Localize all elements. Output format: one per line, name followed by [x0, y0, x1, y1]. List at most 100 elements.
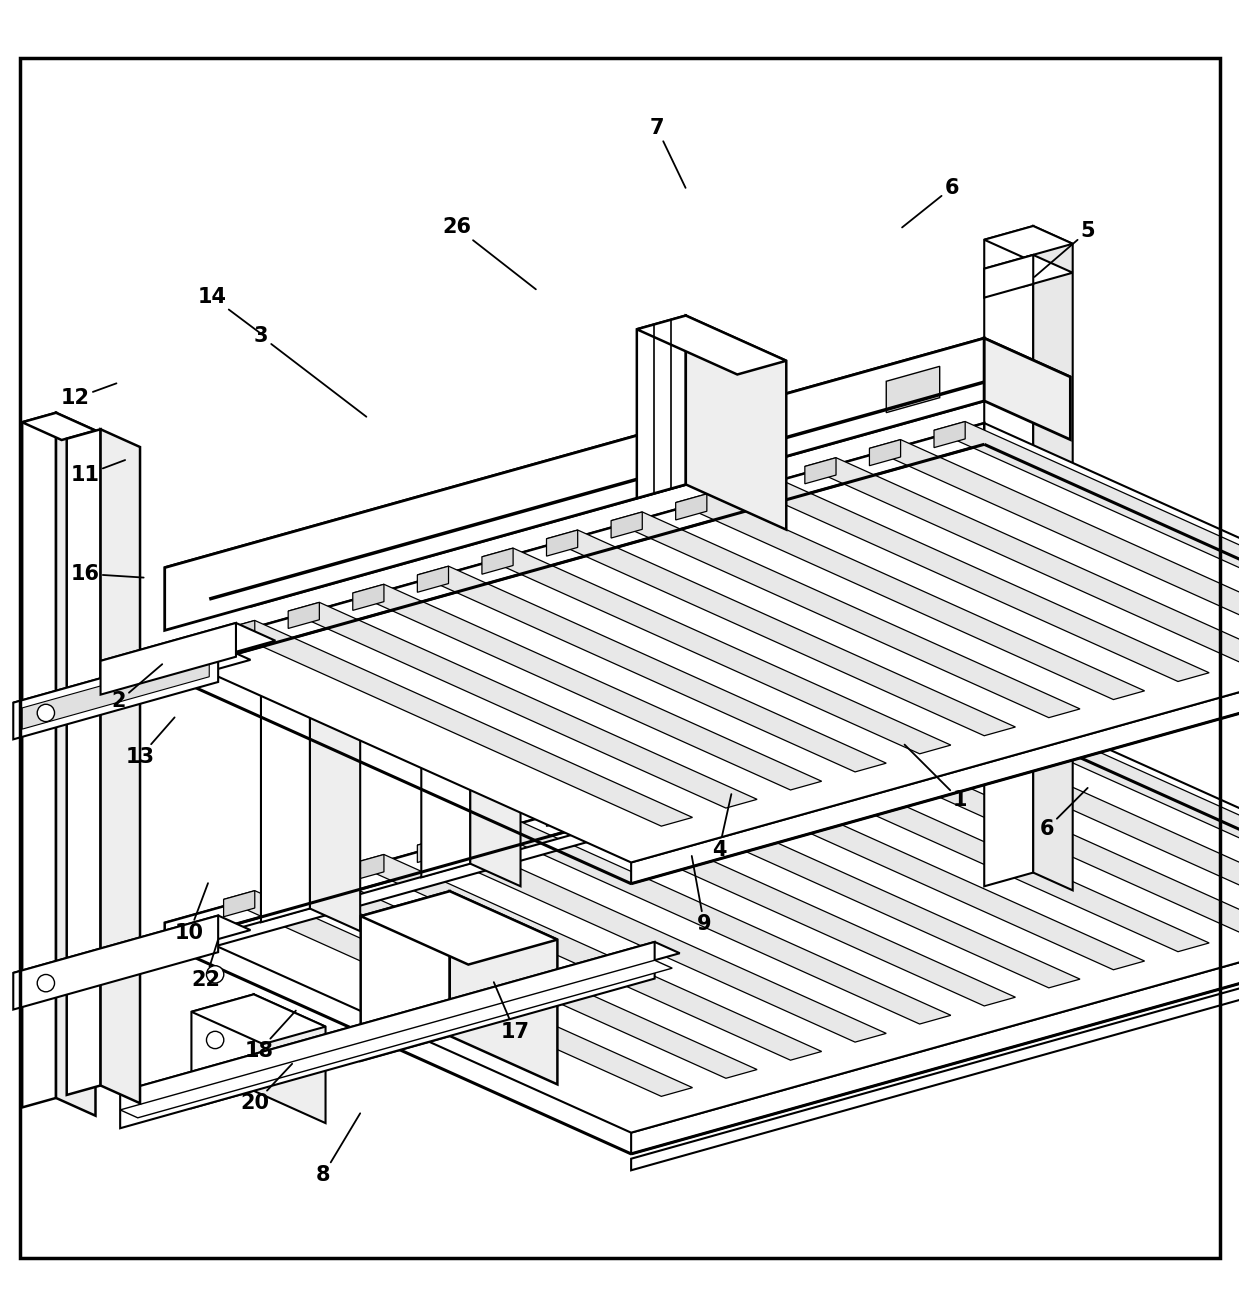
Polygon shape	[288, 873, 320, 899]
Polygon shape	[547, 800, 578, 826]
Text: 20: 20	[241, 1063, 293, 1113]
Text: 16: 16	[71, 563, 144, 584]
Polygon shape	[631, 903, 1240, 1154]
Polygon shape	[191, 995, 254, 1108]
Polygon shape	[985, 226, 1073, 258]
Polygon shape	[191, 995, 326, 1044]
Polygon shape	[740, 746, 771, 772]
Polygon shape	[470, 594, 521, 886]
Polygon shape	[631, 633, 1240, 883]
Polygon shape	[482, 819, 951, 1024]
Polygon shape	[805, 458, 1240, 663]
Polygon shape	[686, 316, 786, 529]
Polygon shape	[260, 638, 360, 675]
Polygon shape	[1033, 226, 1073, 891]
Polygon shape	[288, 873, 758, 1078]
Text: 2: 2	[112, 665, 162, 712]
Polygon shape	[985, 255, 1073, 287]
Polygon shape	[352, 854, 822, 1061]
Polygon shape	[482, 819, 513, 845]
Polygon shape	[631, 926, 1240, 1170]
Polygon shape	[22, 655, 210, 729]
Polygon shape	[676, 765, 707, 790]
Polygon shape	[805, 728, 836, 754]
Polygon shape	[223, 891, 692, 1096]
Circle shape	[37, 704, 55, 721]
Polygon shape	[742, 504, 791, 787]
Polygon shape	[100, 622, 236, 695]
Polygon shape	[100, 429, 140, 1103]
Text: 10: 10	[175, 883, 208, 942]
Polygon shape	[165, 338, 1070, 607]
Text: 1: 1	[904, 745, 967, 811]
Polygon shape	[934, 692, 1240, 898]
Polygon shape	[482, 547, 513, 574]
Polygon shape	[985, 701, 1073, 732]
Polygon shape	[56, 413, 95, 1116]
Polygon shape	[582, 549, 681, 584]
Polygon shape	[22, 413, 95, 440]
Text: 11: 11	[71, 461, 125, 484]
Polygon shape	[260, 638, 310, 923]
Polygon shape	[611, 782, 642, 808]
Text: 13: 13	[125, 717, 175, 767]
Polygon shape	[582, 549, 631, 833]
Text: 12: 12	[61, 383, 117, 408]
Polygon shape	[14, 645, 250, 717]
Polygon shape	[869, 709, 1240, 916]
Polygon shape	[14, 916, 250, 987]
Polygon shape	[985, 338, 1070, 440]
Polygon shape	[740, 746, 1209, 951]
Polygon shape	[934, 421, 965, 447]
Text: 7: 7	[650, 118, 686, 188]
Text: 3: 3	[254, 326, 366, 417]
Polygon shape	[637, 316, 786, 375]
Polygon shape	[100, 622, 275, 679]
Text: 22: 22	[191, 940, 219, 990]
Polygon shape	[547, 800, 1016, 1005]
Polygon shape	[676, 494, 707, 520]
Polygon shape	[676, 494, 1145, 700]
Polygon shape	[165, 694, 1240, 1133]
Polygon shape	[165, 694, 985, 944]
Polygon shape	[611, 512, 642, 538]
Polygon shape	[637, 316, 686, 499]
Polygon shape	[418, 837, 449, 862]
Polygon shape	[352, 854, 384, 880]
Polygon shape	[223, 891, 254, 917]
Polygon shape	[165, 717, 993, 961]
Polygon shape	[67, 429, 100, 1095]
Polygon shape	[547, 530, 1016, 736]
Polygon shape	[223, 620, 692, 826]
Polygon shape	[120, 942, 680, 1103]
Polygon shape	[985, 255, 1033, 297]
Polygon shape	[482, 547, 951, 754]
Polygon shape	[869, 440, 900, 466]
Polygon shape	[165, 338, 985, 630]
Text: 26: 26	[443, 217, 536, 290]
Polygon shape	[22, 413, 56, 1108]
Polygon shape	[352, 584, 384, 611]
Polygon shape	[887, 366, 940, 413]
Polygon shape	[985, 226, 1033, 886]
Polygon shape	[450, 891, 558, 1084]
Polygon shape	[120, 942, 655, 1128]
Text: 18: 18	[244, 1011, 296, 1062]
Circle shape	[207, 966, 223, 983]
Polygon shape	[418, 837, 887, 1042]
Polygon shape	[791, 504, 841, 796]
Text: 17: 17	[494, 982, 529, 1042]
Polygon shape	[165, 422, 1240, 862]
Polygon shape	[805, 728, 1240, 933]
Polygon shape	[422, 594, 470, 878]
Text: 8: 8	[316, 1113, 360, 1186]
Polygon shape	[611, 782, 1080, 988]
Polygon shape	[934, 692, 965, 717]
Polygon shape	[422, 594, 521, 630]
Polygon shape	[223, 620, 254, 646]
Text: 5: 5	[1034, 221, 1095, 276]
Polygon shape	[310, 638, 360, 932]
Polygon shape	[288, 603, 758, 808]
Polygon shape	[740, 476, 1209, 682]
Text: 14: 14	[197, 287, 262, 334]
